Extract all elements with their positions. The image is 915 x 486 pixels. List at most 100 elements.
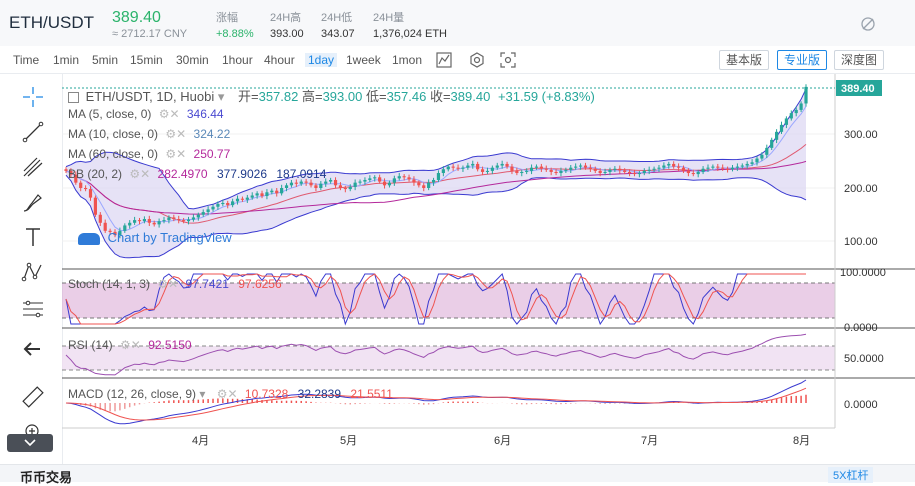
stoch-tick: 100.0000 — [840, 267, 886, 279]
candle-body — [652, 168, 656, 170]
candle-body — [128, 222, 132, 226]
candle-body — [686, 170, 690, 174]
main-legend: ETH/USDT, 1D, Huobi ▾ 开=357.82 高=393.00 … — [68, 86, 595, 105]
open-value: 357.82 — [258, 89, 299, 104]
candle-body — [539, 166, 543, 169]
legend-settings-icon[interactable]: ⚙✕ — [120, 338, 141, 352]
chevron-down-icon[interactable]: ▾ — [199, 387, 206, 401]
ma10-value: 324.22 — [193, 127, 231, 141]
candle-body — [191, 217, 196, 220]
ruler-icon[interactable] — [20, 384, 46, 410]
interval-5min[interactable]: 5min — [92, 53, 119, 67]
candle-body — [103, 222, 107, 231]
pitchfork-icon[interactable] — [20, 154, 46, 180]
macd-tick: 0.0000 — [844, 399, 878, 411]
candle-body — [637, 173, 641, 175]
trend-line-icon[interactable] — [20, 119, 46, 145]
candle-body — [779, 124, 784, 132]
legend-settings-icon[interactable]: ⚙✕ — [157, 277, 179, 291]
candle-body — [603, 171, 607, 174]
basic-mode-button[interactable]: 基本版 — [719, 50, 770, 70]
candle-body — [211, 206, 215, 210]
screenshot-icon[interactable] — [498, 50, 518, 70]
candle-body — [373, 177, 377, 179]
ma60-value: 250.77 — [193, 147, 231, 161]
candle-body — [505, 163, 509, 167]
candle-body — [613, 168, 617, 170]
eye-off-icon[interactable] — [860, 16, 876, 32]
fib-icon[interactable] — [20, 296, 46, 322]
indicator-icon[interactable] — [434, 50, 454, 70]
candle-body — [118, 230, 122, 236]
interval-1day[interactable]: 1day — [305, 53, 338, 67]
interval-1hour[interactable]: 1hour — [222, 53, 253, 67]
collapse-toolbar-button[interactable] — [7, 434, 53, 452]
volume-value: 1,376,024 ETH — [373, 28, 447, 40]
candle-body — [456, 167, 460, 169]
candle-body — [485, 170, 490, 172]
candle-body — [647, 169, 651, 171]
chart-area[interactable]: 389.40 300.00 200.00 100.00 100.0000 0.0… — [62, 74, 915, 464]
candle-body — [353, 182, 357, 187]
spot-trading-tab[interactable]: 币币交易 — [20, 470, 73, 485]
candle-body — [774, 131, 779, 140]
tradingview-logo-icon — [78, 232, 100, 245]
pro-mode-button[interactable]: 专业版 — [777, 50, 828, 70]
crosshair-icon[interactable] — [20, 84, 46, 110]
candle-body — [657, 167, 661, 169]
text-icon[interactable] — [20, 224, 46, 250]
interval-30min[interactable]: 30min — [176, 53, 209, 67]
interval-1min[interactable]: 1min — [53, 53, 80, 67]
candle-body — [363, 179, 367, 182]
back-arrow-icon[interactable] — [20, 336, 46, 362]
interval-15min[interactable]: 15min — [130, 53, 163, 67]
candle-body — [147, 219, 151, 223]
legend-settings-icon[interactable]: ⚙✕ — [165, 147, 187, 161]
candle-body — [333, 179, 338, 186]
ticker-header: ETH/USDT 389.40 ≈ 2712.17 CNY 涨幅 +8.88% … — [0, 0, 915, 46]
tradingview-watermark[interactable]: Chart by TradingView — [78, 230, 232, 245]
legend-settings-icon[interactable]: ⚙✕ — [129, 167, 151, 181]
interval-4hour[interactable]: 4hour — [264, 53, 295, 67]
candle-body — [358, 181, 362, 183]
candle-body — [642, 170, 646, 174]
legend-settings-icon[interactable]: ⚙✕ — [158, 107, 180, 121]
candle-body — [706, 167, 710, 169]
stoch-pane — [62, 273, 835, 326]
candle-body — [79, 182, 83, 188]
candle-body — [534, 166, 539, 168]
candle-body — [93, 197, 98, 215]
leverage-button[interactable]: 5X杠杆 — [828, 467, 874, 483]
depth-chart-button[interactable]: 深度图 — [834, 50, 885, 70]
interval-time[interactable]: Time — [13, 53, 40, 67]
candle-body — [412, 179, 416, 183]
settings-icon[interactable] — [467, 50, 487, 70]
interval-1week[interactable]: 1week — [346, 53, 381, 67]
candle-body — [564, 169, 568, 171]
candle-body — [294, 182, 298, 184]
candle-body — [378, 177, 382, 182]
legend-settings-icon[interactable]: ⚙✕ — [165, 127, 187, 141]
watermark-text: Chart by TradingView — [107, 230, 232, 245]
pair-title: ETH/USDT — [9, 13, 94, 32]
chevron-down-icon[interactable]: ▾ — [217, 89, 225, 104]
interval-1mon[interactable]: 1mon — [392, 53, 423, 67]
candle-body — [765, 147, 769, 155]
change-label: 涨幅 — [216, 12, 238, 24]
candle-body — [632, 173, 637, 175]
brush-icon[interactable] — [20, 189, 46, 215]
candle-body — [240, 198, 245, 200]
candle-body — [676, 166, 681, 168]
price-tick: 100.00 — [844, 236, 878, 248]
candle-body — [108, 230, 112, 232]
ma60-label: MA (60, close, 0) — [68, 147, 159, 161]
candle-body — [98, 214, 102, 223]
candle-body — [265, 192, 269, 197]
pattern-icon[interactable] — [20, 259, 46, 285]
candle-body — [314, 185, 318, 188]
legend-settings-icon[interactable]: ⚙✕ — [216, 387, 238, 401]
macd-legend: MACD (12, 26, close, 9) ▾ ⚙✕ 10.7328 32.… — [68, 387, 393, 401]
time-tick: 5月 — [340, 435, 357, 447]
collapse-legend-icon[interactable] — [68, 92, 79, 104]
price-chart[interactable]: 389.40 300.00 200.00 100.00 100.0000 0.0… — [62, 74, 915, 464]
